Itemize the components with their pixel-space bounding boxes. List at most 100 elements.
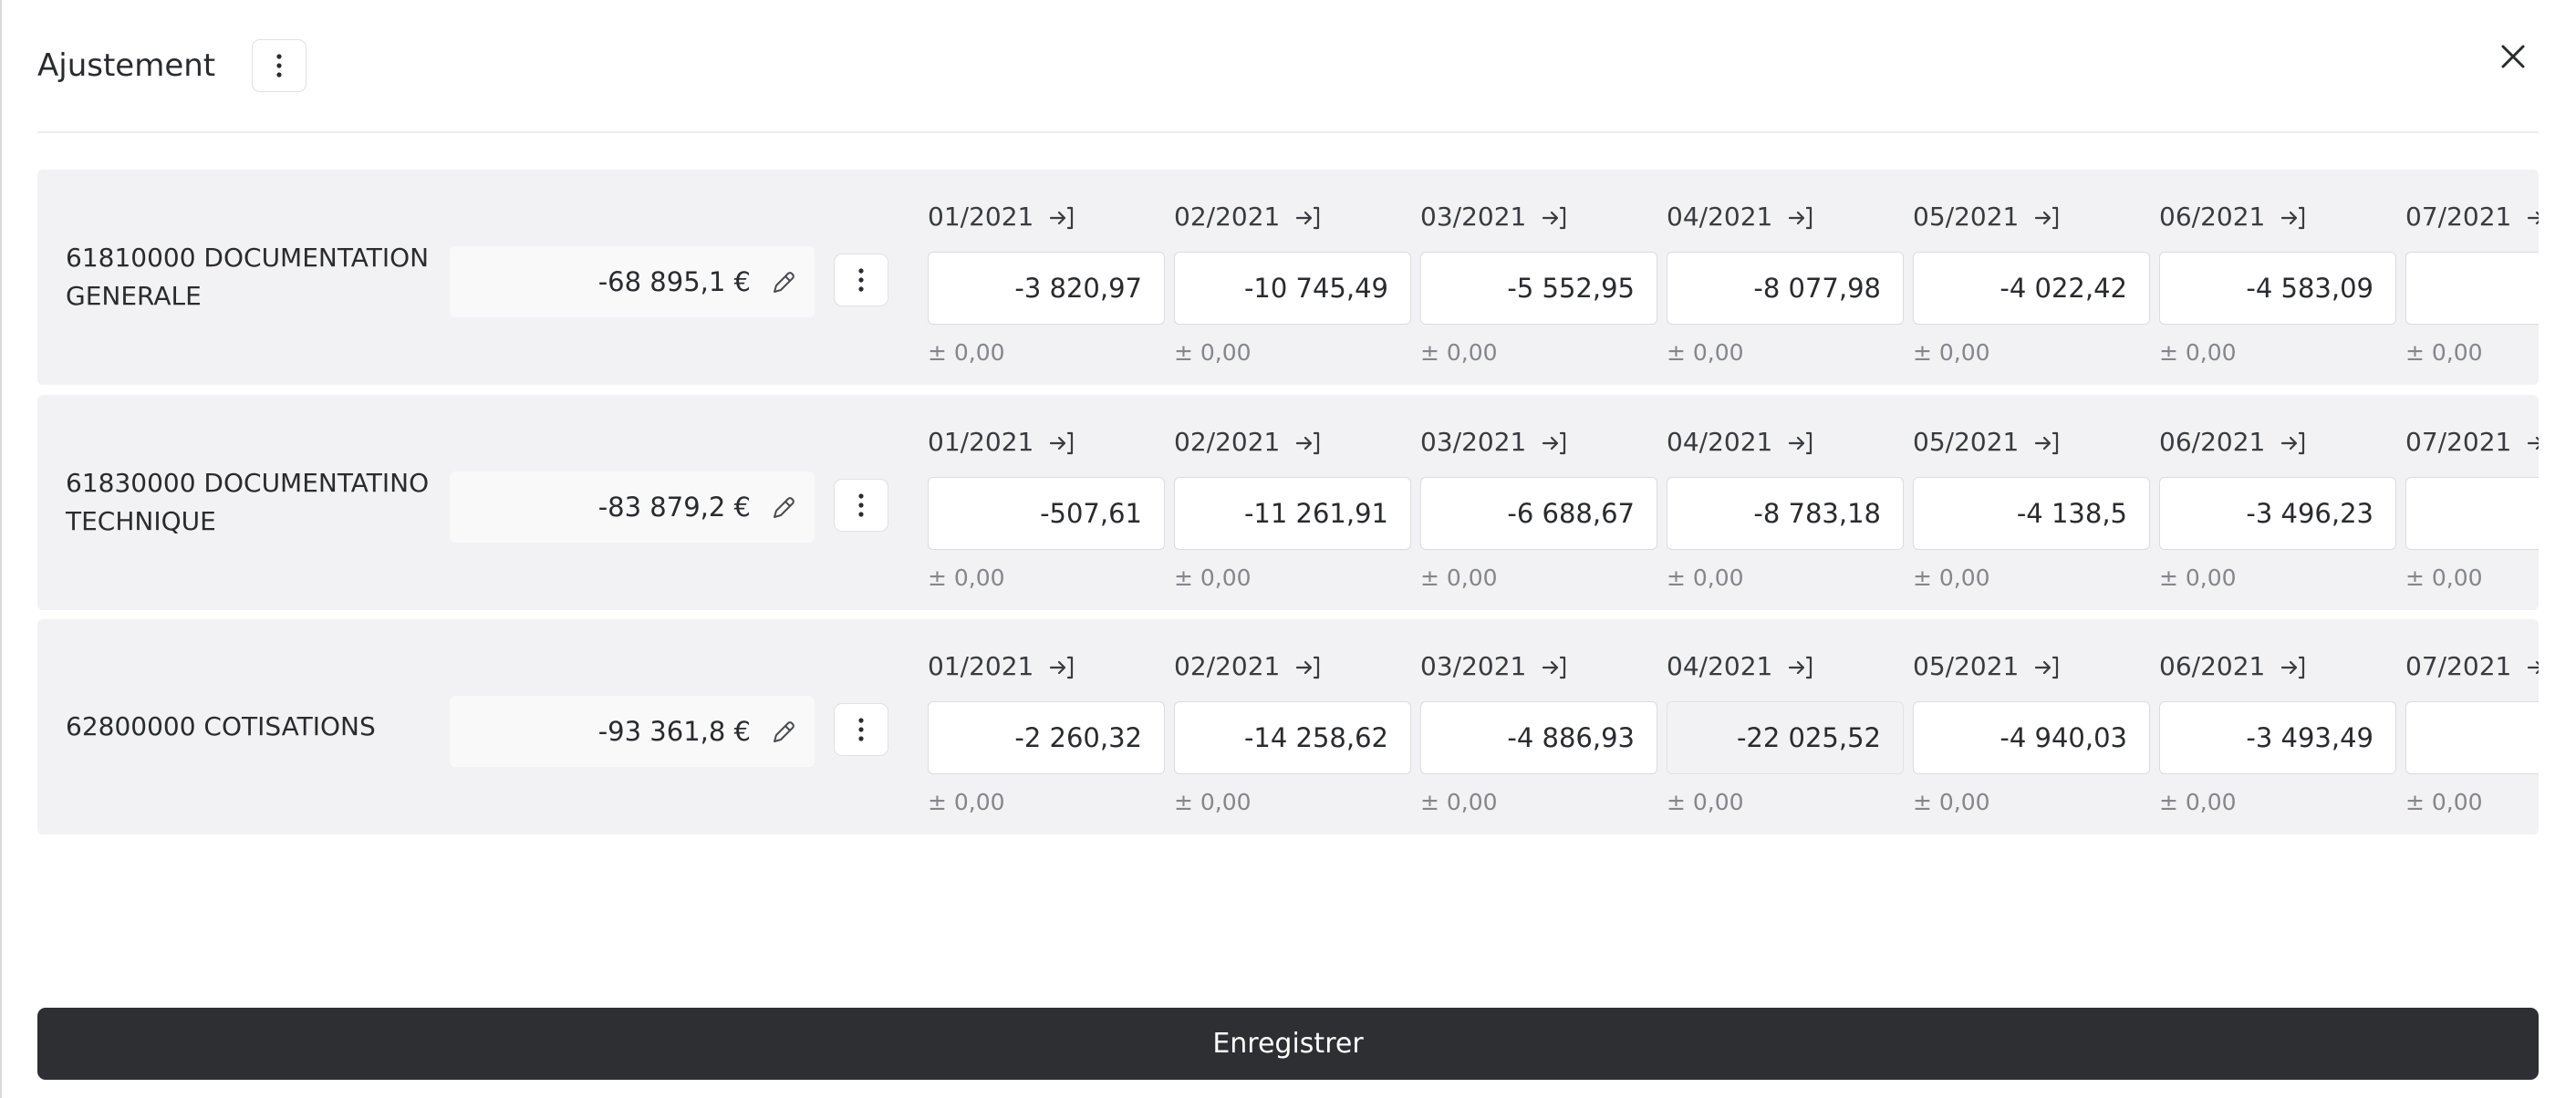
month-cell: 01/2021 ± 0,00 xyxy=(928,395,1167,610)
month-value-input[interactable] xyxy=(1174,701,1411,774)
month-value-input[interactable] xyxy=(1913,252,2150,325)
row-total-field[interactable]: -68 895,1 € xyxy=(450,246,815,317)
account-label: 62800000 COTISATIONS xyxy=(66,711,376,741)
apply-forward-icon[interactable] xyxy=(1293,429,1323,458)
header-divider xyxy=(37,131,2539,133)
month-delta: ± 0,00 xyxy=(2405,339,2483,366)
month-value-input[interactable] xyxy=(928,477,1165,550)
month-period: 07/2021 xyxy=(2405,651,2512,681)
month-value-input[interactable] xyxy=(2405,477,2539,550)
more-vertical-icon xyxy=(858,268,864,292)
apply-forward-icon[interactable] xyxy=(2279,429,2308,458)
month-cell: 06/2021 ± 0,00 xyxy=(2159,619,2398,834)
month-period: 01/2021 xyxy=(928,651,1034,681)
month-value-input[interactable] xyxy=(1420,701,1657,774)
apply-forward-icon[interactable] xyxy=(1540,653,1569,682)
account-row: 61810000 DOCUMENTATION GENERALE -68 895,1… xyxy=(37,170,2539,385)
month-cell: 07/2021 ± 0,00 xyxy=(2405,395,2539,610)
month-value-input[interactable] xyxy=(1913,701,2150,774)
row-more-options-button[interactable] xyxy=(834,254,888,306)
month-period: 06/2021 xyxy=(2159,427,2266,457)
month-value-input[interactable] xyxy=(2405,701,2539,774)
month-value-input[interactable] xyxy=(2159,701,2396,774)
row-more-options-button[interactable] xyxy=(834,479,888,532)
more-vertical-icon xyxy=(276,54,282,78)
apply-forward-icon[interactable] xyxy=(1540,203,1569,233)
row-more-options-button[interactable] xyxy=(834,703,888,756)
month-value-input[interactable] xyxy=(1174,477,1411,550)
month-value-input[interactable] xyxy=(1174,252,1411,325)
month-value-input[interactable] xyxy=(928,252,1165,325)
month-delta: ± 0,00 xyxy=(1667,565,1744,591)
month-period: 03/2021 xyxy=(1420,651,1527,681)
apply-forward-icon[interactable] xyxy=(2032,653,2062,682)
month-delta: ± 0,00 xyxy=(1420,339,1498,366)
apply-forward-icon[interactable] xyxy=(2279,653,2308,682)
month-delta: ± 0,00 xyxy=(1420,565,1498,591)
modal-more-options-button[interactable] xyxy=(252,39,306,92)
month-cell: 05/2021 ± 0,00 xyxy=(1913,619,2152,834)
month-delta: ± 0,00 xyxy=(1913,565,1990,591)
apply-forward-icon[interactable] xyxy=(1786,429,1815,458)
apply-forward-icon[interactable] xyxy=(1047,203,1076,233)
apply-forward-icon[interactable] xyxy=(1293,653,1323,682)
month-period: 07/2021 xyxy=(2405,202,2512,232)
apply-forward-icon[interactable] xyxy=(1786,653,1815,682)
month-delta: ± 0,00 xyxy=(928,565,1005,591)
month-cell: 04/2021 ± 0,00 xyxy=(1667,170,1906,385)
month-delta: ± 0,00 xyxy=(2159,789,2237,815)
month-delta: ± 0,00 xyxy=(2159,565,2237,591)
month-delta: ± 0,00 xyxy=(2159,339,2237,366)
apply-forward-icon[interactable] xyxy=(1786,203,1815,233)
pencil-icon[interactable] xyxy=(769,268,798,297)
month-value-input[interactable] xyxy=(2405,252,2539,325)
month-value-input[interactable] xyxy=(1420,477,1657,550)
row-total-field[interactable]: -93 361,8 € xyxy=(450,696,815,767)
month-period: 07/2021 xyxy=(2405,427,2512,457)
apply-forward-icon[interactable] xyxy=(2279,203,2308,233)
month-value-input[interactable] xyxy=(1420,252,1657,325)
account-rows: 61810000 DOCUMENTATION GENERALE -68 895,1… xyxy=(37,170,2539,835)
month-cell: 05/2021 ± 0,00 xyxy=(1913,170,2152,385)
apply-forward-icon[interactable] xyxy=(2525,429,2539,458)
row-total-field[interactable]: -83 879,2 € xyxy=(450,471,815,543)
row-total-value: -68 895,1 € xyxy=(597,266,751,297)
month-cell: 01/2021 ± 0,00 xyxy=(928,619,1167,834)
month-cell: 05/2021 ± 0,00 xyxy=(1913,395,2152,610)
month-period: 05/2021 xyxy=(1913,427,2020,457)
month-value-input[interactable] xyxy=(928,701,1165,774)
month-cell: 03/2021 ± 0,00 xyxy=(1420,170,1659,385)
month-delta: ± 0,00 xyxy=(2405,565,2483,591)
month-delta: ± 0,00 xyxy=(1420,789,1498,815)
month-cell: 04/2021 ± 0,00 xyxy=(1667,395,1906,610)
apply-forward-icon[interactable] xyxy=(1047,653,1076,682)
month-period: 05/2021 xyxy=(1913,651,2020,681)
apply-forward-icon[interactable] xyxy=(1293,203,1323,233)
apply-forward-icon[interactable] xyxy=(2525,203,2539,233)
month-value-input[interactable] xyxy=(1667,477,1904,550)
month-value-input[interactable] xyxy=(2159,252,2396,325)
month-cell: 06/2021 ± 0,00 xyxy=(2159,395,2398,610)
month-delta: ± 0,00 xyxy=(1667,339,1744,366)
apply-forward-icon[interactable] xyxy=(2032,203,2062,233)
apply-forward-icon[interactable] xyxy=(1540,429,1569,458)
month-period: 02/2021 xyxy=(1174,427,1281,457)
month-period: 05/2021 xyxy=(1913,202,2020,232)
month-delta: ± 0,00 xyxy=(928,339,1005,366)
account-row: 62800000 COTISATIONS -93 361,8 € 01/2021 ± … xyxy=(37,619,2539,834)
month-value-input[interactable] xyxy=(1913,477,2150,550)
month-period: 02/2021 xyxy=(1174,202,1281,232)
apply-forward-icon[interactable] xyxy=(1047,429,1076,458)
month-value-input[interactable] xyxy=(1667,701,1904,774)
apply-forward-icon[interactable] xyxy=(2032,429,2062,458)
month-cell: 01/2021 ± 0,00 xyxy=(928,170,1167,385)
save-button[interactable]: Enregistrer xyxy=(37,1008,2539,1080)
close-button[interactable] xyxy=(2497,40,2529,73)
pencil-icon[interactable] xyxy=(769,493,798,523)
month-value-input[interactable] xyxy=(2159,477,2396,550)
month-period: 01/2021 xyxy=(928,202,1034,232)
month-value-input[interactable] xyxy=(1667,252,1904,325)
month-cell: 04/2021 ± 0,00 xyxy=(1667,619,1906,834)
pencil-icon[interactable] xyxy=(769,718,798,747)
apply-forward-icon[interactable] xyxy=(2525,653,2539,682)
